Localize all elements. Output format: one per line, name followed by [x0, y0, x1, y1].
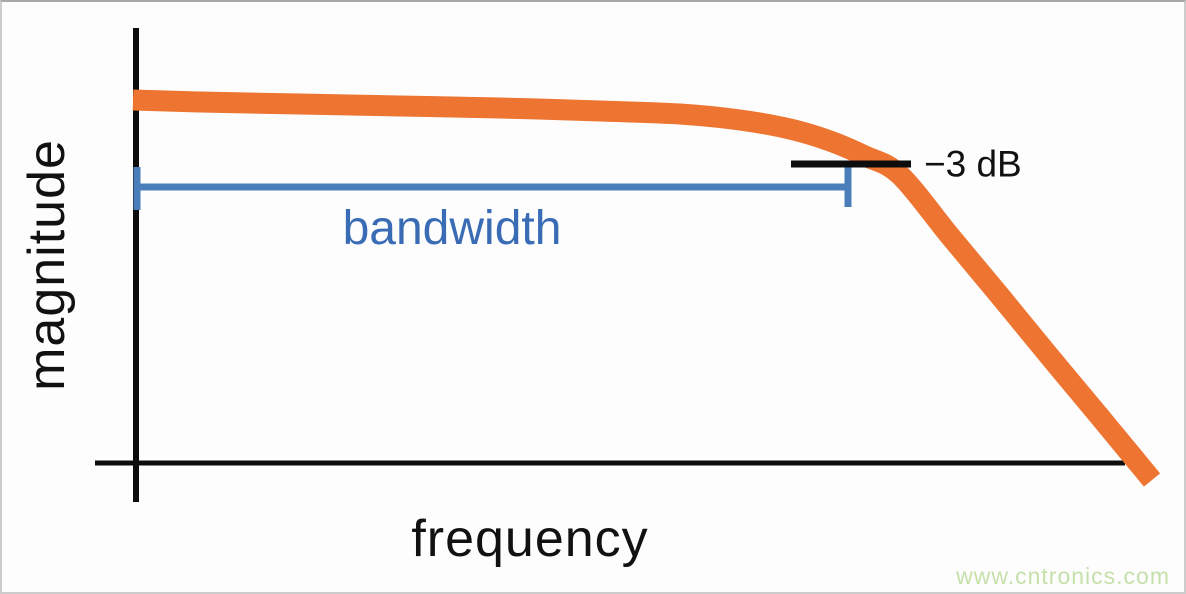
bandwidth-marker	[133, 165, 852, 210]
x-axis-label: frequency	[411, 510, 649, 568]
y-axis-label: magnitude	[18, 139, 76, 391]
bandwidth-label: bandwidth	[342, 202, 562, 255]
watermark-text: www.cntronics.com	[956, 563, 1170, 589]
response-curve	[132, 89, 1161, 487]
minus-3db-label: −3 dB	[924, 143, 1022, 185]
